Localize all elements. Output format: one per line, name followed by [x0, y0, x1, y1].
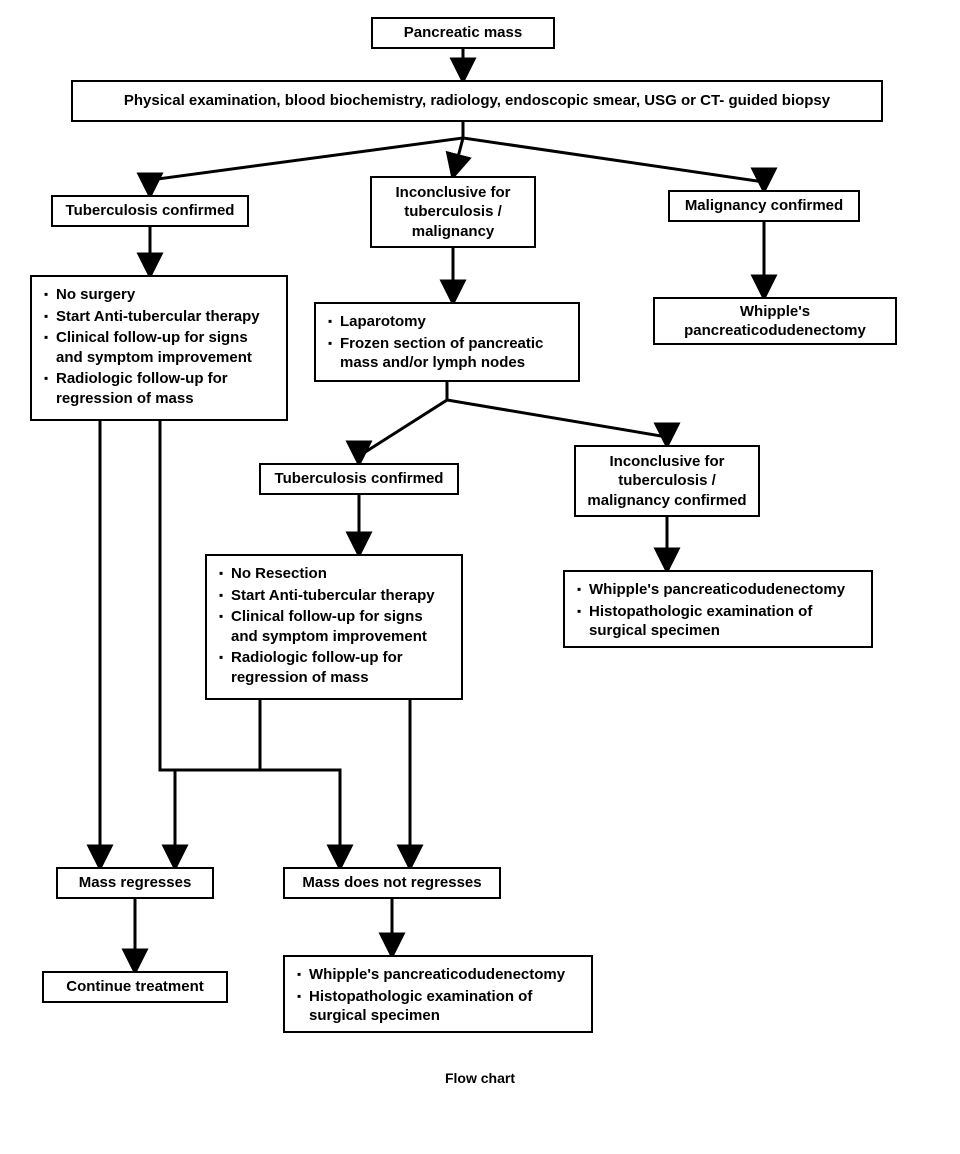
- flow-node-n12-item: Histopathologic examination of surgical …: [589, 602, 861, 641]
- flow-node-n2: Physical examination, blood biochemistry…: [71, 80, 883, 122]
- flow-node-n16: Whipple's pancreaticodudenectomyHistopat…: [283, 955, 593, 1033]
- flow-node-n11-item: Start Anti-tubercular therapy: [231, 586, 451, 606]
- flow-node-n11-item: No Resection: [231, 564, 451, 584]
- flow-node-n4: Inconclusive for tuberculosis / malignan…: [370, 176, 536, 248]
- flow-node-n3-label: Tuberculosis confirmed: [66, 201, 235, 221]
- flow-node-n14-label: Mass does not regresses: [302, 873, 481, 893]
- flow-node-n10-label: Inconclusive for tuberculosis / malignan…: [586, 452, 748, 511]
- flow-node-n13: Mass regresses: [56, 867, 214, 899]
- flow-node-n1: Pancreatic mass: [371, 17, 555, 49]
- flow-node-n7: LaparotomyFrozen section of pancreatic m…: [314, 302, 580, 382]
- flow-node-n12: Whipple's pancreaticodudenectomyHistopat…: [563, 570, 873, 648]
- flow-node-n12-item: Whipple's pancreaticodudenectomy: [589, 580, 861, 600]
- flow-node-n7-item: Frozen section of pancreatic mass and/or…: [340, 334, 568, 373]
- flow-node-n6-item: Radiologic follow-up for regression of m…: [56, 369, 276, 408]
- flow-node-n6-item: No surgery: [56, 285, 276, 305]
- flow-node-n11-item: Clinical follow-up for signs and symptom…: [231, 607, 451, 646]
- flow-node-n11-item: Radiologic follow-up for regression of m…: [231, 648, 451, 687]
- flow-node-n15: Continue treatment: [42, 971, 228, 1003]
- edge-n2-n4: [453, 122, 463, 176]
- flow-node-n3: Tuberculosis confirmed: [51, 195, 249, 227]
- flow-node-n1-label: Pancreatic mass: [404, 23, 522, 43]
- flow-node-n5-label: Malignancy confirmed: [685, 196, 843, 216]
- flow-node-n5: Malignancy confirmed: [668, 190, 860, 222]
- flow-node-n8: Whipple's pancreaticodudenectomy: [653, 297, 897, 345]
- flow-node-n4-label: Inconclusive for tuberculosis / malignan…: [382, 183, 524, 242]
- flow-node-n16-item: Whipple's pancreaticodudenectomy: [309, 965, 581, 985]
- flowchart-caption: Flow chart: [380, 1070, 580, 1086]
- flow-node-n11: No ResectionStart Anti-tubercular therap…: [205, 554, 463, 700]
- flow-node-n2-label: Physical examination, blood biochemistry…: [124, 91, 830, 111]
- flow-node-n9-label: Tuberculosis confirmed: [275, 469, 444, 489]
- flow-node-n7-item: Laparotomy: [340, 312, 568, 332]
- flow-node-n10: Inconclusive for tuberculosis / malignan…: [574, 445, 760, 517]
- flowchart-canvas: Pancreatic mass Physical examination, blo…: [0, 0, 960, 1154]
- edge-n7-n10: [447, 382, 667, 445]
- flow-node-n9: Tuberculosis confirmed: [259, 463, 459, 495]
- flow-node-n6: No surgeryStart Anti-tubercular therapyC…: [30, 275, 288, 421]
- flow-node-n13-label: Mass regresses: [79, 873, 192, 893]
- flow-node-n6-item: Start Anti-tubercular therapy: [56, 307, 276, 327]
- flow-node-n14: Mass does not regresses: [283, 867, 501, 899]
- flow-node-n15-label: Continue treatment: [66, 977, 204, 997]
- edge-n11-n13: [175, 700, 260, 867]
- flow-node-n16-item: Histopathologic examination of surgical …: [309, 987, 581, 1026]
- edge-n7-n9: [359, 382, 447, 463]
- flow-node-n8-label: Whipple's pancreaticodudenectomy: [665, 302, 885, 341]
- flow-node-n6-item: Clinical follow-up for signs and symptom…: [56, 328, 276, 367]
